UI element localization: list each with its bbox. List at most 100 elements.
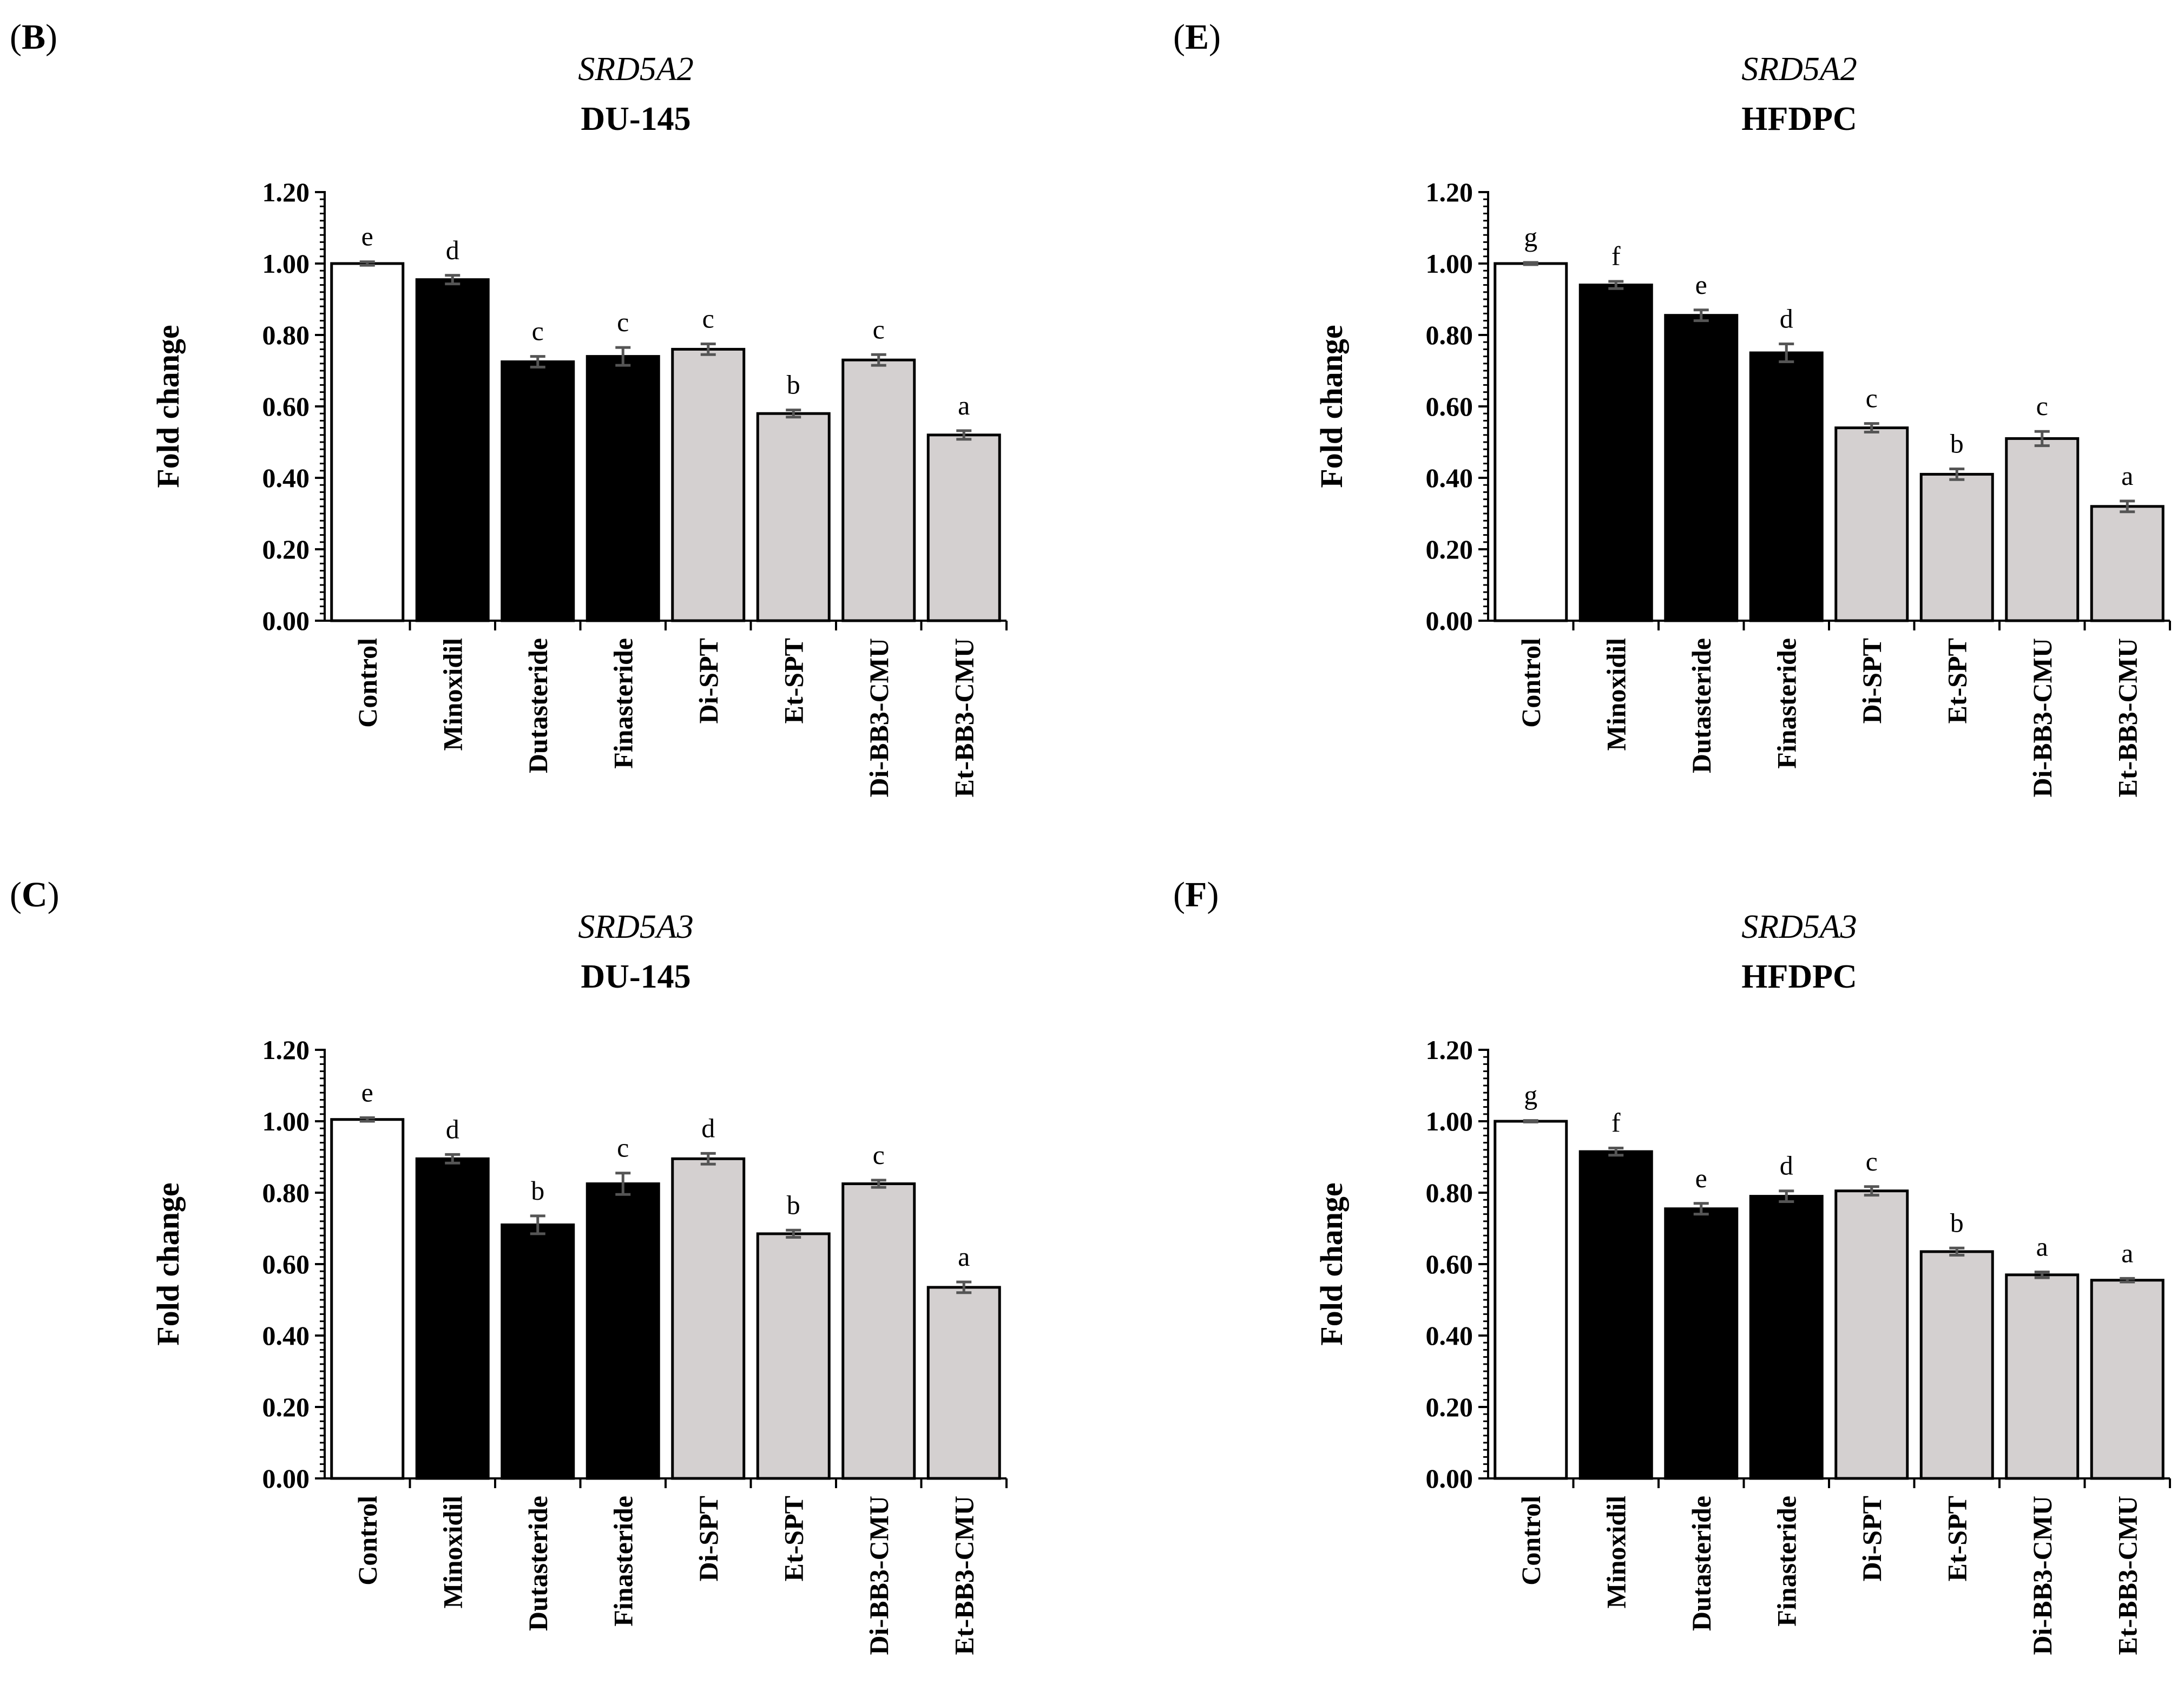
x-tick-label: Di-BB3-CMU xyxy=(2027,638,2057,797)
y-tick-label: 0.40 xyxy=(1426,1320,1473,1351)
bar-dutasteride xyxy=(501,1223,575,1480)
significance-letter: a xyxy=(958,390,970,420)
error-bar xyxy=(956,429,972,441)
y-tick-label: 1.20 xyxy=(262,1035,310,1065)
x-tick-label: Et-BB3-CMU xyxy=(949,638,979,797)
panel-label: (F) xyxy=(1173,875,1219,915)
bar-di-bb3-cmu xyxy=(841,358,916,622)
significance-letter: b xyxy=(787,370,800,400)
error-bar xyxy=(1779,1189,1794,1203)
error-bar xyxy=(871,353,886,367)
bar-minoxidil xyxy=(415,1157,490,1480)
chart-title: SRD5A3 xyxy=(1741,909,1857,945)
bar-di-spt xyxy=(1834,426,1909,622)
x-tick-label: Et-BB3-CMU xyxy=(949,1496,979,1655)
x-tick-label: Minoxidil xyxy=(437,638,468,751)
significance-letter: d xyxy=(446,235,459,265)
y-tick-label: 0.80 xyxy=(262,320,310,350)
chart-subtitle: HFDPC xyxy=(1741,958,1857,995)
bar-et-bb3-cmu xyxy=(926,433,1001,622)
significance-letter: c xyxy=(1866,383,1878,413)
error-bar xyxy=(956,1280,972,1294)
y-tick-label: 1.20 xyxy=(262,177,310,207)
x-tick-label: Finasteride xyxy=(1771,1496,1801,1627)
chart-panel-B: (B) SRD5A2 DU-145 Fold change 0.00 0.20 0.40 0.… xyxy=(10,17,1008,797)
x-tick-label: Control xyxy=(352,1496,383,1586)
significance-letter: d xyxy=(446,1114,459,1144)
bar-di-bb3-cmu xyxy=(2005,1273,2080,1480)
error-bar xyxy=(1949,468,1965,481)
significance-letter: d xyxy=(1780,1150,1793,1181)
y-axis-label: Fold change xyxy=(1314,1182,1349,1345)
error-bar xyxy=(1523,261,1538,266)
y-tick-label: 0.40 xyxy=(262,463,310,493)
error-bar xyxy=(1864,1185,1879,1197)
y-tick-label: 0.80 xyxy=(1426,320,1473,350)
significance-letter: b xyxy=(1950,1207,1964,1238)
chart-title: SRD5A2 xyxy=(1741,51,1857,88)
y-axis-label: Fold change xyxy=(150,325,186,488)
y-tick-label: 0.20 xyxy=(262,1392,310,1422)
bar-et-spt xyxy=(756,1232,831,1480)
error-bar xyxy=(530,355,545,369)
bar-di-spt xyxy=(671,1157,746,1480)
error-bar xyxy=(359,260,375,267)
panel-letter: E xyxy=(1185,17,1209,57)
significance-letter: a xyxy=(2121,461,2133,491)
bar-di-spt xyxy=(1834,1189,1909,1480)
error-bar xyxy=(1949,1246,1965,1257)
significance-letter: e xyxy=(1695,1163,1707,1193)
significance-letter: c xyxy=(1866,1146,1878,1176)
error-bar xyxy=(2120,499,2135,514)
y-axis-label: Fold change xyxy=(1314,325,1349,488)
y-tick-label: 0.20 xyxy=(1426,534,1473,564)
significance-letter: g xyxy=(1524,1080,1537,1110)
y-tick-label: 0.00 xyxy=(1426,606,1473,636)
chart-subtitle: DU-145 xyxy=(581,958,690,995)
y-tick-label: 0.20 xyxy=(1426,1392,1473,1422)
bar-et-bb3-cmu xyxy=(926,1286,1001,1480)
x-tick-label: Et-SPT xyxy=(1942,638,1972,724)
y-tick-label: 0.40 xyxy=(1426,463,1473,493)
y-tick-label: 0.60 xyxy=(262,391,310,422)
significance-letter: e xyxy=(361,1077,373,1107)
x-tick-label: Di-SPT xyxy=(693,1496,723,1581)
bar-minoxidil xyxy=(415,278,490,622)
panel-letter: C xyxy=(22,875,48,915)
bar-finasteride xyxy=(1749,1195,1824,1480)
bar-minoxidil xyxy=(1578,1150,1653,1480)
y-tick-label: 0.00 xyxy=(262,606,310,636)
x-tick-label: Minoxidil xyxy=(437,1496,468,1608)
significance-letter: c xyxy=(2036,391,2048,421)
chart-subtitle: DU-145 xyxy=(581,101,690,137)
error-bar xyxy=(871,1179,886,1189)
error-bar xyxy=(1523,1119,1538,1123)
significance-letter: c xyxy=(617,1133,629,1163)
error-bar xyxy=(1779,343,1794,363)
chart-panel-E: (E) SRD5A2 HFDPC Fold change 0.00 0.20 0.40 0.6… xyxy=(1173,17,2171,797)
x-tick-label: Et-SPT xyxy=(778,1496,808,1581)
x-tick-label: Dutasteride xyxy=(523,1496,553,1631)
y-tick-label: 0.80 xyxy=(1426,1178,1473,1208)
significance-letter: e xyxy=(1695,269,1707,300)
bar-control xyxy=(1494,1120,1568,1480)
x-tick-label: Minoxidil xyxy=(1601,1496,1631,1608)
error-bar xyxy=(615,1172,631,1196)
bar-finasteride xyxy=(586,355,660,622)
panel-label: (B) xyxy=(10,17,57,57)
significance-letter: a xyxy=(2036,1232,2048,1262)
bar-et-spt xyxy=(1919,472,1994,622)
significance-letter: d xyxy=(1780,304,1793,334)
error-bar xyxy=(786,409,801,419)
bar-di-bb3-cmu xyxy=(2005,437,2080,622)
error-bar xyxy=(2034,1271,2050,1279)
chart-title: SRD5A2 xyxy=(578,51,694,88)
x-tick-label: Et-SPT xyxy=(1942,1496,1972,1581)
error-bar xyxy=(1608,280,1624,290)
error-bar xyxy=(2034,430,2050,448)
bar-dutasteride xyxy=(1664,314,1739,622)
x-tick-label: Control xyxy=(352,638,383,728)
panel-label: (C) xyxy=(10,875,60,915)
error-bar xyxy=(1693,1202,1709,1216)
bar-dutasteride xyxy=(1664,1207,1739,1480)
